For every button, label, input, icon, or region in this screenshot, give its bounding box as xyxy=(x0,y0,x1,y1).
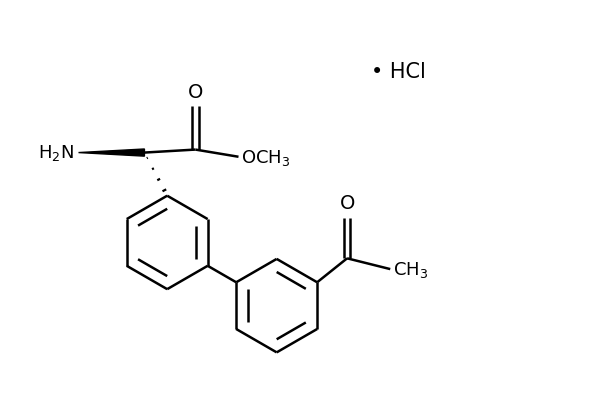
Text: O: O xyxy=(339,194,355,213)
Text: H$_2$N: H$_2$N xyxy=(38,143,74,163)
Polygon shape xyxy=(79,149,145,156)
Text: OCH$_3$: OCH$_3$ xyxy=(242,148,291,168)
Text: • HCl: • HCl xyxy=(371,62,426,82)
Text: O: O xyxy=(188,83,203,102)
Text: CH$_3$: CH$_3$ xyxy=(393,260,428,280)
